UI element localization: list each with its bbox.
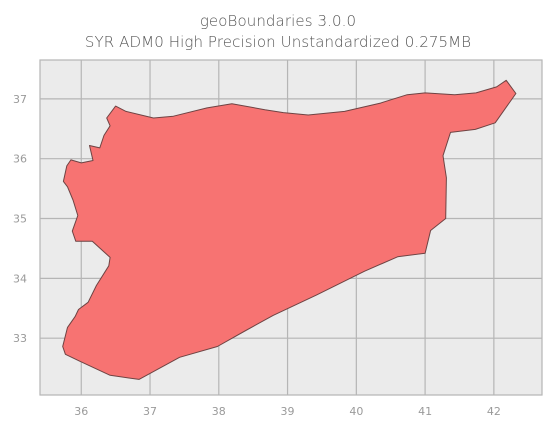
y-tick-label: 35 — [13, 213, 27, 226]
y-tick-label: 37 — [13, 93, 27, 106]
x-tick-label: 42 — [487, 405, 501, 418]
map-title: geoBoundaries 3.0.0 — [199, 12, 357, 30]
map-subtitle: SYR ADM0 High Precision Unstandardized 0… — [84, 33, 472, 51]
y-axis-ticks: 33 34 35 36 37 — [13, 93, 27, 345]
country-boundary-syr — [62, 79, 517, 380]
x-tick-label: 36 — [74, 405, 88, 418]
x-tick-label: 39 — [281, 405, 295, 418]
x-tick-label: 38 — [212, 405, 226, 418]
y-tick-label: 36 — [13, 153, 27, 166]
x-tick-label: 40 — [349, 405, 363, 418]
x-tick-label: 41 — [418, 405, 432, 418]
x-axis-ticks: 36 37 38 39 40 41 42 — [74, 405, 501, 418]
y-tick-label: 33 — [13, 332, 27, 345]
y-tick-label: 34 — [13, 272, 27, 285]
x-tick-label: 37 — [143, 405, 157, 418]
